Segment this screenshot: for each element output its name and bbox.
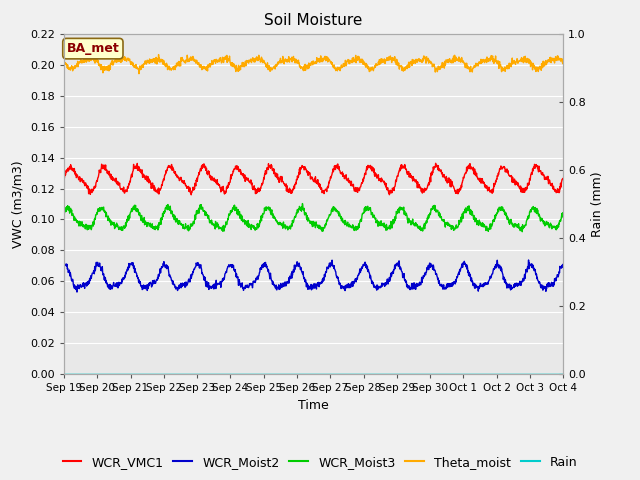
X-axis label: Time: Time [298, 399, 329, 412]
WCR_Moist2 [120, 275, 127, 281]
Title: Soil Moisture: Soil Moisture [264, 13, 363, 28]
WCR_Moist3 [559, 212, 567, 217]
Theta_moist [283, 59, 291, 65]
Text: BA_met: BA_met [67, 42, 119, 55]
Line: Theta_moist: Theta_moist [64, 55, 563, 74]
WCR_Moist3 [272, 218, 280, 224]
Rain [272, 372, 280, 377]
Y-axis label: Rain (mm): Rain (mm) [591, 171, 604, 237]
Y-axis label: VWC (m3/m3): VWC (m3/m3) [12, 160, 24, 248]
Theta_moist [273, 63, 280, 69]
Theta_moist [99, 63, 106, 69]
WCR_VMC1 [283, 188, 291, 194]
Theta_moist [119, 55, 127, 60]
WCR_Moist3 [344, 222, 352, 228]
WCR_Moist2 [559, 262, 567, 268]
Rain [119, 372, 127, 377]
WCR_Moist2 [283, 281, 291, 287]
Legend: WCR_VMC1, WCR_Moist2, WCR_Moist3, Theta_moist, Rain: WCR_VMC1, WCR_Moist2, WCR_Moist3, Theta_… [58, 451, 582, 474]
WCR_Moist3 [99, 206, 106, 212]
Rain [344, 372, 352, 377]
WCR_VMC1 [292, 181, 300, 187]
WCR_VMC1 [559, 175, 567, 181]
Theta_moist [345, 57, 353, 62]
WCR_Moist2 [344, 281, 352, 287]
WCR_VMC1 [272, 172, 280, 178]
WCR_Moist2 [525, 257, 532, 263]
WCR_VMC1 [188, 192, 195, 198]
Line: WCR_VMC1: WCR_VMC1 [64, 163, 563, 195]
Theta_moist [155, 52, 163, 58]
Rain [60, 372, 68, 377]
WCR_Moist3 [299, 201, 307, 206]
Rain [99, 372, 106, 377]
WCR_Moist2 [60, 261, 68, 266]
Theta_moist [292, 56, 300, 62]
Theta_moist [135, 71, 143, 77]
WCR_Moist2 [272, 282, 280, 288]
Theta_moist [60, 60, 68, 66]
Rain [282, 372, 290, 377]
Rain [559, 372, 567, 377]
Theta_moist [559, 61, 567, 67]
WCR_Moist3 [518, 229, 526, 235]
WCR_Moist3 [291, 214, 299, 219]
WCR_VMC1 [344, 175, 352, 181]
Line: WCR_Moist3: WCR_Moist3 [64, 204, 563, 232]
WCR_VMC1 [99, 164, 106, 170]
WCR_VMC1 [119, 186, 127, 192]
WCR_Moist3 [282, 224, 290, 229]
WCR_VMC1 [432, 160, 440, 166]
Line: WCR_Moist2: WCR_Moist2 [64, 260, 563, 292]
WCR_Moist2 [73, 289, 81, 295]
Rain [291, 372, 299, 377]
WCR_VMC1 [60, 176, 68, 181]
WCR_Moist2 [292, 264, 300, 270]
WCR_Moist3 [119, 226, 127, 232]
WCR_Moist2 [99, 272, 107, 277]
WCR_Moist3 [60, 213, 68, 219]
